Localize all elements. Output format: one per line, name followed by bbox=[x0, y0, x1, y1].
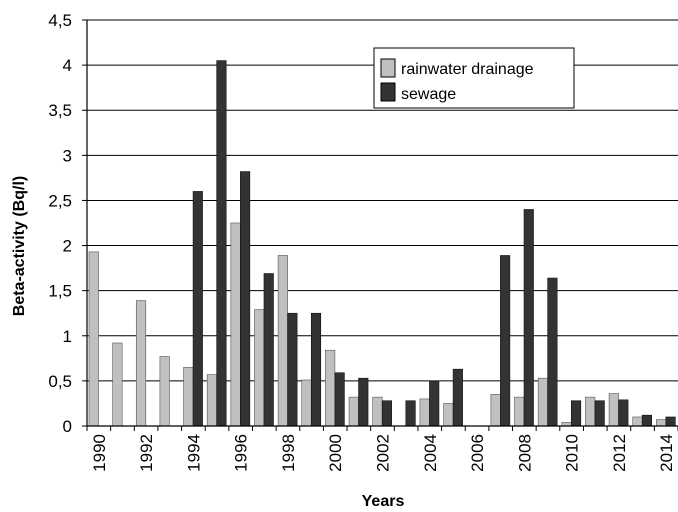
x-tick-label: 2000 bbox=[326, 434, 345, 472]
axes bbox=[82, 19, 678, 431]
x-tick-label: 1994 bbox=[184, 434, 203, 472]
y-tick-label: 3 bbox=[63, 146, 72, 165]
bar-rainwater-2009 bbox=[537, 377, 548, 427]
legend-swatch-sewage bbox=[380, 82, 396, 102]
x-tick-label: 2010 bbox=[563, 434, 582, 472]
x-tick-labels: 1990 1992 1994 1996 1998 2000 2002 2004 2006 2008… bbox=[90, 434, 676, 472]
bar-rainwater-2013 bbox=[632, 416, 643, 427]
bars bbox=[88, 60, 676, 427]
x-tick-label: 1992 bbox=[137, 434, 156, 472]
bar-rainwater-1990 bbox=[88, 251, 99, 427]
y-tick-label: 0,5 bbox=[48, 372, 72, 391]
x-tick-label: 2008 bbox=[515, 434, 534, 472]
bar-sewage-1997 bbox=[263, 273, 274, 427]
x-tick-label: 2004 bbox=[421, 434, 440, 472]
bar-rainwater-2007 bbox=[490, 394, 501, 427]
bar-sewage-1994 bbox=[192, 191, 203, 427]
bar-rainwater-2002 bbox=[372, 396, 383, 427]
bar-rainwater-1998 bbox=[277, 255, 288, 427]
bar-rainwater-1996 bbox=[230, 222, 241, 427]
gridlines bbox=[87, 19, 678, 382]
bar-rainwater-1995 bbox=[206, 374, 217, 427]
y-tick-label: 1,5 bbox=[48, 282, 72, 301]
bar-sewage-1998 bbox=[287, 312, 298, 427]
bar-rainwater-2011 bbox=[585, 396, 596, 427]
bar-sewage-2000 bbox=[334, 372, 345, 427]
bar-sewage-2008 bbox=[523, 209, 534, 427]
bar-sewage-1996 bbox=[240, 171, 251, 427]
y-tick-label: 0 bbox=[63, 417, 72, 436]
bar-rainwater-2012 bbox=[608, 393, 619, 427]
x-tick-label: 1990 bbox=[90, 434, 109, 472]
bar-sewage-2012 bbox=[618, 399, 629, 427]
bar-rainwater-1999 bbox=[301, 379, 312, 427]
y-tick-labels: 0 0,5 1 1,5 2 2,5 3 3,5 4 4,5 bbox=[48, 11, 72, 436]
y-tick-label: 1 bbox=[63, 327, 72, 346]
x-tick-label: 1996 bbox=[232, 434, 251, 472]
bar-sewage-2004 bbox=[429, 380, 440, 427]
bar-rainwater-1992 bbox=[135, 300, 147, 427]
bar-sewage-2002 bbox=[381, 400, 392, 427]
bar-rainwater-2008 bbox=[514, 396, 525, 427]
bar-sewage-1995 bbox=[216, 60, 227, 427]
y-axis-title: Beta-activity (Bq/l) bbox=[11, 176, 28, 316]
y-tick-label: 2,5 bbox=[48, 191, 72, 210]
x-tick-label: 2014 bbox=[657, 434, 676, 472]
legend-label-sewage: sewage bbox=[401, 86, 456, 103]
bar-rainwater-2001 bbox=[348, 396, 359, 427]
x-tick-label: 2006 bbox=[468, 434, 487, 472]
bar-rainwater-2014 bbox=[656, 419, 667, 427]
legend: rainwater drainage sewage bbox=[373, 47, 575, 109]
x-axis-title: Years bbox=[362, 493, 405, 510]
y-tick-label: 2 bbox=[63, 237, 72, 256]
bar-rainwater-2000 bbox=[325, 349, 336, 427]
bar-rainwater-1991 bbox=[112, 342, 123, 427]
bar-sewage-2001 bbox=[358, 377, 369, 427]
x-tick-label: 1998 bbox=[279, 434, 298, 472]
bar-sewage-2014 bbox=[665, 416, 676, 427]
x-tick-label: 2002 bbox=[374, 434, 393, 472]
legend-label-rainwater: rainwater drainage bbox=[401, 61, 534, 78]
bar-rainwater-1994 bbox=[183, 367, 194, 427]
bar-sewage-2003 bbox=[405, 400, 416, 427]
bar-sewage-2013 bbox=[641, 414, 653, 427]
bar-rainwater-1993 bbox=[159, 356, 170, 427]
legend-swatch-rainwater bbox=[380, 58, 396, 78]
bar-rainwater-1997 bbox=[254, 309, 265, 427]
x-tick-label: 2012 bbox=[610, 434, 629, 472]
bar-sewage-2007 bbox=[500, 255, 511, 427]
bar-sewage-2009 bbox=[547, 277, 558, 427]
bar-sewage-2010 bbox=[570, 400, 582, 427]
bar-rainwater-2004 bbox=[419, 398, 430, 427]
bar-sewage-2011 bbox=[594, 400, 605, 427]
y-tick-label: 4 bbox=[63, 56, 72, 75]
bar-rainwater-2005 bbox=[443, 403, 454, 427]
y-tick-label: 4,5 bbox=[48, 11, 72, 30]
y-tick-label: 3,5 bbox=[48, 101, 72, 120]
bar-sewage-2005 bbox=[452, 368, 463, 427]
bar-sewage-1999 bbox=[310, 312, 322, 427]
